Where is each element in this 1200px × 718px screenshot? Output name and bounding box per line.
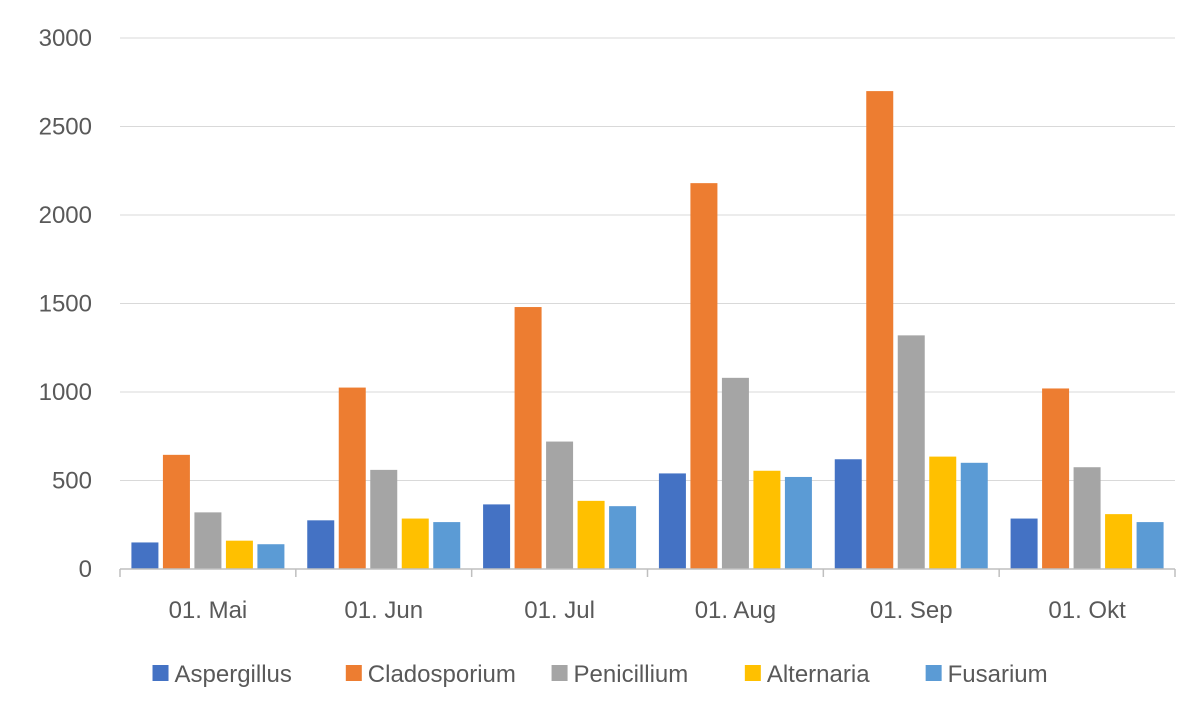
bar-penicillium-4 [721, 377, 749, 569]
x-tick-label: 01. Aug [695, 597, 776, 624]
bar-aspergillus-2 [307, 520, 335, 569]
bar-alternaria-5 [929, 456, 957, 569]
bar-aspergillus-4 [658, 473, 686, 569]
x-tick-label: 01. Mai [169, 597, 248, 624]
bar-aspergillus-1 [131, 542, 159, 569]
bar-cladosporium-1 [162, 454, 190, 569]
legend-label: Aspergillus [175, 661, 292, 688]
y-tick-label: 500 [52, 468, 92, 495]
bar-alternaria-1 [225, 540, 253, 569]
y-tick-label: 0 [79, 556, 92, 583]
bar-penicillium-5 [897, 335, 925, 569]
legend-item-fusarium: Fusarium [925, 661, 1048, 688]
bar-cladosporium-6 [1042, 388, 1070, 569]
bar-fusarium-5 [960, 462, 988, 569]
bar-aspergillus-3 [483, 504, 511, 569]
legend-label: Penicillium [574, 661, 689, 688]
legend-swatch [744, 665, 761, 681]
y-tick-label: 3000 [39, 25, 92, 52]
y-axis-tick-labels: 0 500 1000 1500 2000 2500 3000 [39, 25, 92, 583]
bar-fusarium-2 [433, 522, 461, 569]
bar-aspergillus-5 [834, 459, 862, 569]
x-axis-tick-labels: 01. Mai 01. Jun 01. Jul 01. Aug 01. Sep 01. O… [169, 597, 1127, 624]
legend-swatch [551, 665, 568, 681]
x-tick-label: 01. Sep [870, 597, 953, 624]
bar-penicillium-3 [546, 441, 574, 569]
bar-aspergillus-6 [1010, 518, 1038, 569]
legend-label: Alternaria [767, 661, 870, 688]
bar-alternaria-2 [401, 518, 429, 569]
bar-fusarium-6 [1136, 522, 1164, 569]
legend-swatch [345, 665, 362, 681]
legend-item-aspergillus: Aspergillus [152, 661, 292, 688]
legend: Aspergillus Cladosporium Penicillium Altern… [152, 661, 1048, 688]
bar-cladosporium-3 [514, 307, 542, 569]
x-tick-label: 01. Okt [1048, 597, 1126, 624]
x-tick-label: 01. Jun [344, 597, 423, 624]
bars [131, 91, 1164, 569]
legend-item-cladosporium: Cladosporium [345, 661, 516, 688]
bar-fusarium-4 [784, 476, 812, 569]
bar-alternaria-3 [577, 500, 605, 569]
legend-swatch [152, 665, 169, 681]
bar-penicillium-1 [194, 512, 222, 569]
bar-fusarium-3 [609, 506, 637, 569]
legend-item-penicillium: Penicillium [551, 661, 689, 688]
legend-label: Cladosporium [368, 661, 516, 688]
gridlines [120, 37, 1175, 481]
bar-cladosporium-5 [866, 91, 894, 569]
bar-penicillium-6 [1073, 467, 1101, 569]
bar-cladosporium-2 [338, 387, 366, 569]
legend-label: Fusarium [948, 661, 1048, 688]
legend-swatch [925, 665, 942, 681]
y-tick-label: 1500 [39, 291, 92, 318]
y-tick-label: 2500 [39, 114, 92, 141]
x-axis [119, 568, 1176, 577]
x-tick-label: 01. Jul [524, 597, 595, 624]
y-tick-label: 1000 [39, 379, 92, 406]
bar-alternaria-4 [753, 470, 781, 569]
bar-cladosporium-4 [690, 183, 718, 569]
bar-penicillium-2 [370, 469, 398, 569]
legend-item-alternaria: Alternaria [744, 661, 870, 688]
bar-alternaria-6 [1105, 514, 1133, 569]
y-tick-label: 2000 [39, 202, 92, 229]
bar-fusarium-1 [257, 544, 285, 569]
